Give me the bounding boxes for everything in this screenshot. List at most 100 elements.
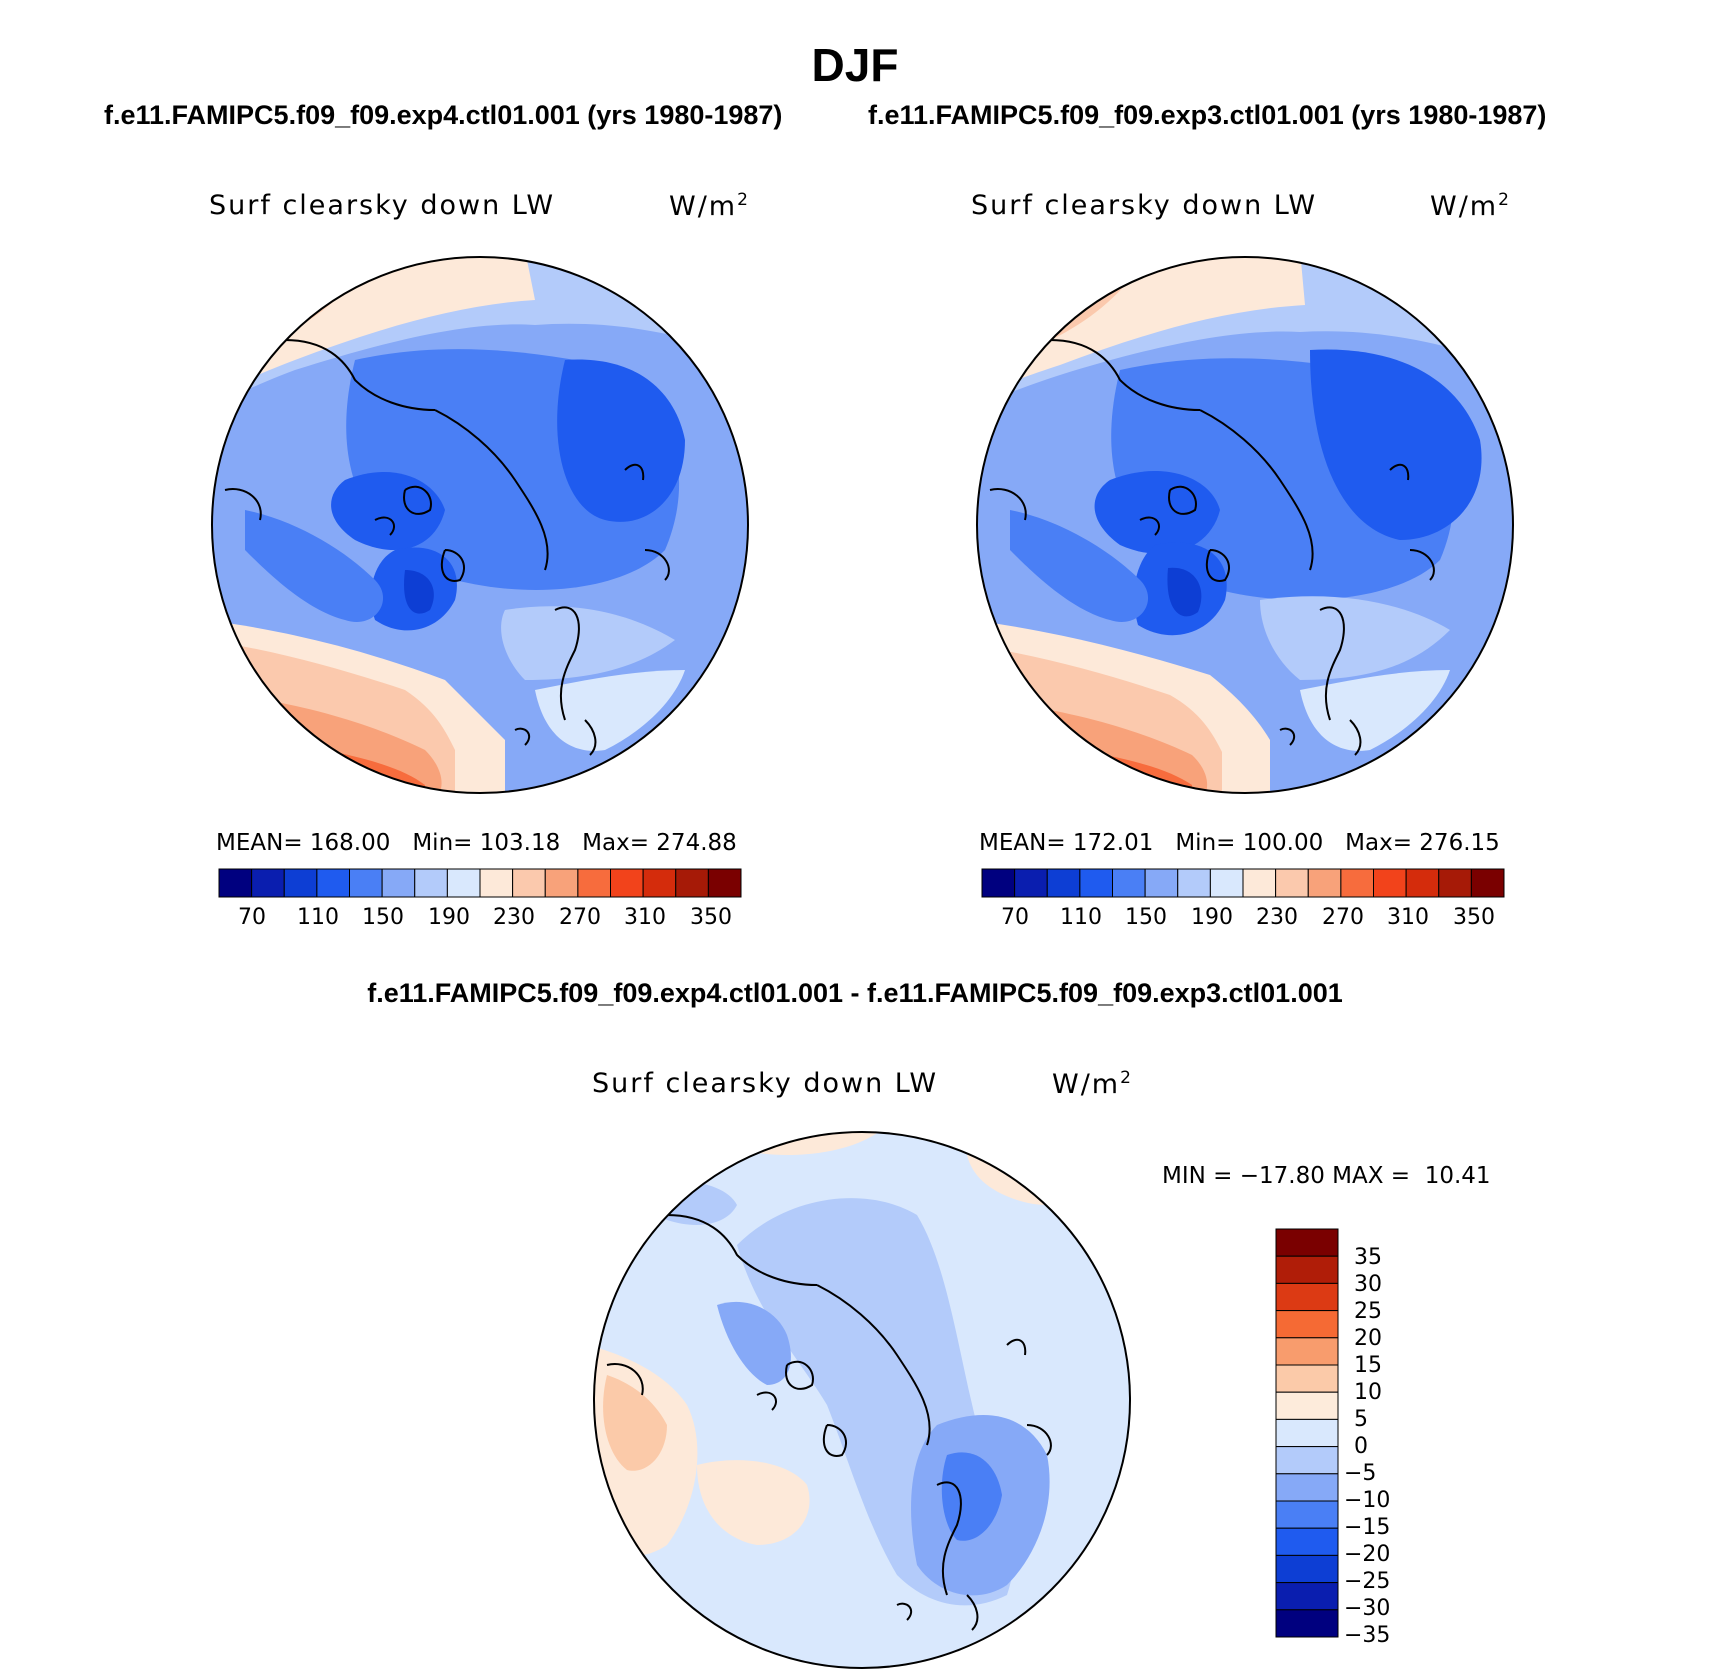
colorbar-swatch [283,868,318,898]
colorbar-swatch [577,868,611,898]
main-title: DJF [811,39,899,91]
colorbar-tick-label: 5 [1354,1407,1368,1432]
colorbar-swatch [1275,1527,1339,1556]
variable-label-1: Surf clearsky down LW [209,190,556,221]
colorbar-swatch [1275,1282,1339,1312]
variable-label-2: Surf clearsky down LW [971,190,1318,221]
colorbar-tick-label: −35 [1344,1623,1391,1648]
units-exp-diff: 2 [1120,1068,1133,1088]
min-value-2: 100.00 [1242,830,1324,856]
colorbar-tick-label: 190 [1191,905,1233,930]
mean-value-1: 168.00 [309,830,391,856]
colorbar-tick-label: −30 [1344,1596,1391,1621]
units-exp-1: 2 [737,190,750,210]
colorbar-tick-label: −20 [1344,1542,1391,1567]
colorbar-tick-label: 10 [1354,1380,1382,1405]
colorbar-swatch [1014,868,1048,898]
colorbar-swatch [1112,868,1146,898]
colorbar-tick-label: 15 [1354,1353,1382,1378]
colorbar-swatch [1275,1473,1339,1502]
colorbar-tick-label: 270 [559,905,601,930]
units-base-1: W/m [669,191,738,222]
units-base-2: W/m [1430,191,1499,222]
colorbar-swatch [544,868,579,898]
units-label-1: W/m2 [669,190,750,222]
colorbar-swatch [1275,1337,1339,1366]
colorbar-swatch [414,868,448,898]
colorbar-swatch [1275,1391,1339,1420]
colorbar-swatch [446,868,481,898]
min-label-1: Min= [412,830,473,856]
colorbar-tick-label: −5 [1344,1461,1377,1486]
colorbar-swatch [610,868,644,898]
mean-label-1: MEAN= [216,830,303,856]
colorbar-swatch [707,868,742,898]
max-value-2: 276.15 [1419,830,1500,856]
colorbar-tick-label: −15 [1344,1515,1391,1540]
mean-value-2: 172.01 [1072,830,1154,856]
colorbar-swatch [1405,868,1440,898]
colorbar-swatch [1438,868,1472,898]
colorbar-difference [1275,1228,1339,1638]
colorbar-swatch [1470,868,1505,898]
colorbar-swatch [1275,1446,1339,1475]
units-label-2: W/m2 [1430,190,1511,222]
colorbar-tick-label: 70 [1001,905,1029,930]
colorbar-swatch [1177,868,1211,898]
case-title-exp4: f.e11.FAMIPC5.f09_f09.exp4.ctl01.001 (yr… [104,100,783,130]
colorbar-swatch [642,868,677,898]
colorbar-tick-label: 310 [1387,905,1429,930]
colorbar-exp3 [981,868,1505,898]
colorbar-swatch [1340,868,1374,898]
difference-minmax: MIN = −17.80 MAX = 10.41 [1162,1163,1491,1189]
colorbar-tick-label: 110 [297,905,339,930]
max-label-2: Max= [1345,830,1412,856]
difference-title: f.e11.FAMIPC5.f09_f09.exp4.ctl01.001 - f… [367,978,1343,1008]
polar-map-exp4 [211,256,749,794]
colorbar-swatch [512,868,546,898]
colorbar-tick-label: 310 [624,905,666,930]
colorbar-exp4 [218,868,742,898]
mean-label-2: MEAN= [979,830,1066,856]
colorbar-swatch [1275,1609,1339,1638]
colorbar-tick-label: 70 [238,905,266,930]
colorbar-tick-label: 20 [1354,1326,1382,1351]
colorbar-swatch [1275,1255,1339,1284]
colorbar-swatch [1275,1228,1339,1257]
colorbar-tick-label: 350 [1453,905,1495,930]
colorbar-tick-label: 35 [1354,1245,1382,1270]
colorbar-swatch [316,868,350,898]
case-title-exp3: f.e11.FAMIPC5.f09_f09.exp3.ctl01.001 (yr… [868,100,1547,130]
colorbar-swatch [479,868,514,898]
units-label-diff: W/m2 [1052,1068,1133,1100]
colorbar-swatch [1275,1418,1339,1448]
colorbar-swatch [1209,868,1244,898]
colorbar-tick-label: 270 [1322,905,1364,930]
colorbar-tick-label: 150 [1125,905,1167,930]
colorbar-swatch [1275,1554,1339,1584]
colorbar-swatch [218,868,253,898]
min-label-2: Min= [1175,830,1236,856]
max-label-1: Max= [582,830,649,856]
colorbar-tick-label: 110 [1060,905,1102,930]
colorbar-swatch [1046,868,1081,898]
units-exp-2: 2 [1498,190,1511,210]
polar-map-exp3 [976,256,1514,794]
polar-map-difference [593,1131,1131,1669]
colorbar-tick-label: 350 [690,905,732,930]
colorbar-swatch [1275,1582,1339,1611]
colorbar-swatch [981,868,1016,898]
colorbar-tick-label: −25 [1344,1569,1391,1594]
variable-label-diff: Surf clearsky down LW [592,1068,939,1099]
colorbar-swatch [1373,868,1407,898]
colorbar-swatch [1307,868,1342,898]
colorbar-swatch [251,868,285,898]
min-value-1: 103.18 [479,830,561,856]
colorbar-swatch [1275,1500,1339,1529]
colorbar-tick-label: 230 [493,905,535,930]
colorbar-tick-label: 230 [1256,905,1298,930]
colorbar-swatch [381,868,416,898]
max-value-1: 274.88 [656,830,737,856]
colorbar-tick-label: −10 [1344,1488,1391,1513]
colorbar-swatch [1144,868,1179,898]
